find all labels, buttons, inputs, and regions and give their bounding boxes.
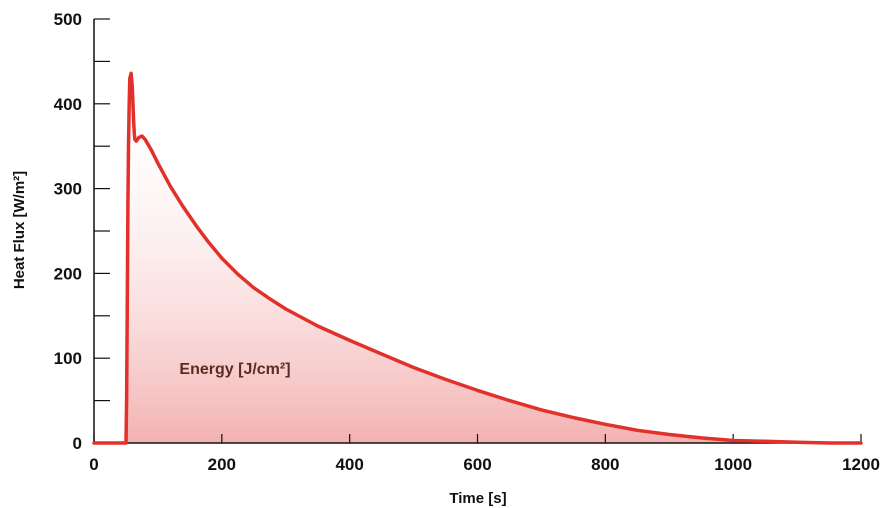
y-tick-label: 400 (54, 95, 82, 114)
energy-annotation: Energy [J/cm²] (179, 361, 290, 378)
x-tick-label: 200 (208, 455, 236, 474)
x-tick-label: 0 (89, 455, 98, 474)
x-axis-title: Time [s] (449, 490, 506, 507)
x-tick-label: 600 (463, 455, 491, 474)
heat-flux-line (92, 71, 863, 445)
y-tick-label: 300 (54, 180, 82, 199)
y-tick-label: 100 (54, 349, 82, 368)
x-tick-label: 400 (335, 455, 363, 474)
x-tick-label: 1000 (714, 455, 752, 474)
x-tick-label: 1200 (842, 455, 880, 474)
y-tick-label: 500 (54, 10, 82, 29)
y-tick-label: 200 (54, 264, 82, 283)
energy-area (94, 73, 861, 444)
x-tick-label: 800 (591, 455, 619, 474)
y-axis-title: Heat Flux [W/m²] (11, 171, 28, 289)
y-tick-label: 0 (73, 434, 82, 453)
